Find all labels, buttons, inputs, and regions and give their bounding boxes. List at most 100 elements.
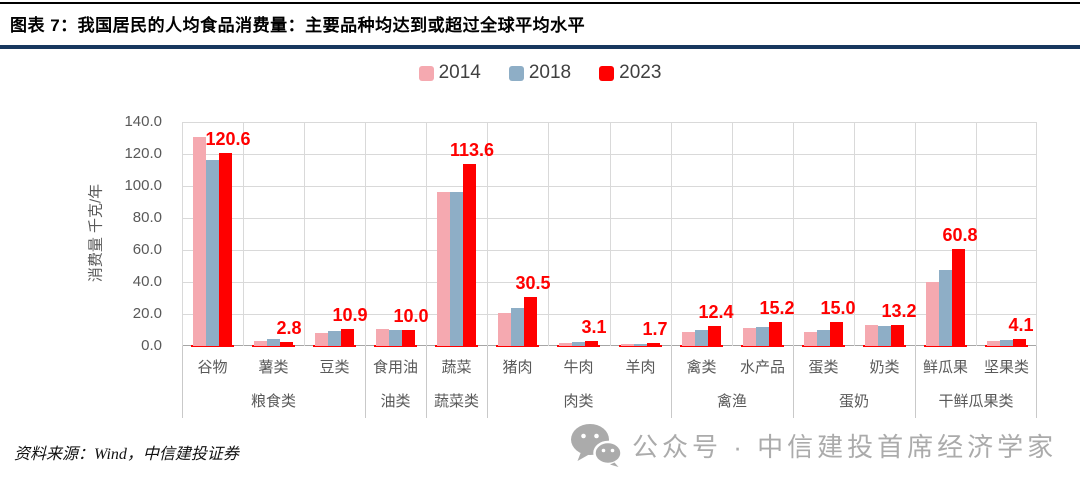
bar-2018-豆类 [328,331,341,346]
gridline-vertical [671,122,672,346]
bar-2014-牛肉 [559,343,572,346]
top-rule [0,2,1080,4]
gridline-vertical [548,122,549,346]
gridline-vertical [976,122,977,346]
bar-2014-谷物 [193,137,206,346]
bar-2023-牛肉 [585,341,598,346]
gridline [182,122,1037,123]
x-axis-group-separator [793,346,794,418]
gridline [182,154,1037,155]
bar-2014-羊肉 [621,344,634,346]
bar-2018-薯类 [267,339,280,346]
bar-2023-豆类 [341,329,354,346]
gridline-vertical [793,122,794,346]
bar-2018-蔬菜 [450,192,463,346]
bar-2014-蛋类 [804,332,817,346]
bar-2014-蔬菜 [437,192,450,346]
x-axis-group-separator [426,346,427,418]
bar-2014-食用油 [376,329,389,346]
gridline-vertical [487,122,488,346]
gridline-vertical [243,122,244,346]
x-axis-group-label: 禽渔 [716,392,747,410]
y-axis-tick-label: 60.0 [132,241,162,258]
data-label: 120.6 [205,129,251,149]
x-axis-label: 羊肉 [625,358,656,376]
x-axis-label: 猪肉 [502,358,533,376]
x-axis-group-label: 干鲜瓜果类 [938,392,1014,410]
y-axis-tick-label: 0.0 [141,337,162,354]
y-axis-tick-label: 140.0 [124,113,162,130]
watermark: 公众号 · 中信建投首席经济学家 [570,423,1057,467]
gridline-vertical [915,122,916,346]
gridline [182,282,1037,283]
bar-2014-豆类 [315,333,328,346]
x-axis-group-label: 粮食类 [250,392,296,410]
bar-2023-坚果类 [1013,339,1026,346]
y-axis-tick-label: 100.0 [124,177,162,194]
bar-2018-蛋类 [817,330,830,346]
wechat-icon [571,424,622,467]
x-axis-group-label: 蛋奶 [838,392,869,410]
cluster-baseline [863,345,906,347]
cluster-baseline [374,345,417,347]
bar-2023-禽类 [708,326,721,346]
legend-item-2018: 2018 [508,62,571,84]
cluster-baseline [191,345,234,347]
gridline-vertical [304,122,305,346]
bar-2014-薯类 [254,341,267,346]
bar-2018-羊肉 [634,344,647,346]
bar-2018-谷物 [206,160,219,346]
y-axis-tick-label: 80.0 [132,209,162,226]
bar-2023-食用油 [402,330,415,346]
cluster-baseline [313,345,356,347]
cluster-baseline [924,345,967,347]
data-label: 30.5 [515,273,551,293]
x-axis-group-label: 油类 [380,392,411,410]
x-axis-label: 蔬菜 [441,358,472,376]
gridline [182,314,1037,315]
bar-2023-奶类 [891,325,904,346]
data-label: 10.0 [393,306,429,326]
cluster-baseline [619,345,662,347]
gridline-vertical [854,122,855,346]
y-axis-tick-label: 20.0 [132,305,162,322]
x-axis-label: 谷物 [197,358,228,376]
x-axis-label: 奶类 [869,358,900,376]
y-axis-title: 消费量 千克/年 [87,183,105,283]
legend-swatch-2018 [508,65,524,81]
bar-2018-坚果类 [1000,340,1013,346]
bar-2018-牛肉 [572,342,585,346]
legend-swatch-2023 [599,65,615,81]
x-axis-label: 水产品 [739,358,785,376]
bar-2014-水产品 [743,328,756,346]
source-note: 资料来源：Wind，中信建投证券 [14,446,239,463]
bar-2018-食用油 [389,330,402,346]
legend: 2014 2018 2023 [0,62,1080,84]
data-label: 3.1 [581,317,607,337]
bar-2018-水产品 [756,327,769,346]
x-axis-label: 豆类 [319,358,350,376]
gridline [182,218,1037,219]
x-axis-group-label: 肉类 [563,392,594,410]
cluster-baseline [985,345,1028,347]
bar-2018-禽类 [695,330,708,346]
data-label: 4.1 [1008,315,1034,335]
x-axis-label: 食用油 [372,358,418,376]
data-label: 15.2 [759,298,795,318]
bar-2023-蛋类 [830,322,843,346]
legend-label-2023: 2023 [619,62,662,83]
data-label: 2.8 [276,318,302,338]
cluster-baseline [680,345,723,347]
x-axis-label: 鲜瓜果 [922,358,968,376]
bar-2023-猪肉 [524,297,537,346]
bar-2023-水产品 [769,322,782,346]
legend-swatch-2014 [418,65,434,81]
x-axis-label: 坚果类 [983,358,1029,376]
plot-area: 120.6 2.8 10.9 10.0 113.6 30.5 3.1 1.7 12.4 15.2 1… [182,122,1037,347]
data-label: 15.0 [820,298,856,318]
cluster-baseline [802,345,845,347]
gridline-vertical [732,122,733,346]
y-axis-tick-label: 40.0 [132,273,162,290]
y-axis-line [182,122,183,346]
